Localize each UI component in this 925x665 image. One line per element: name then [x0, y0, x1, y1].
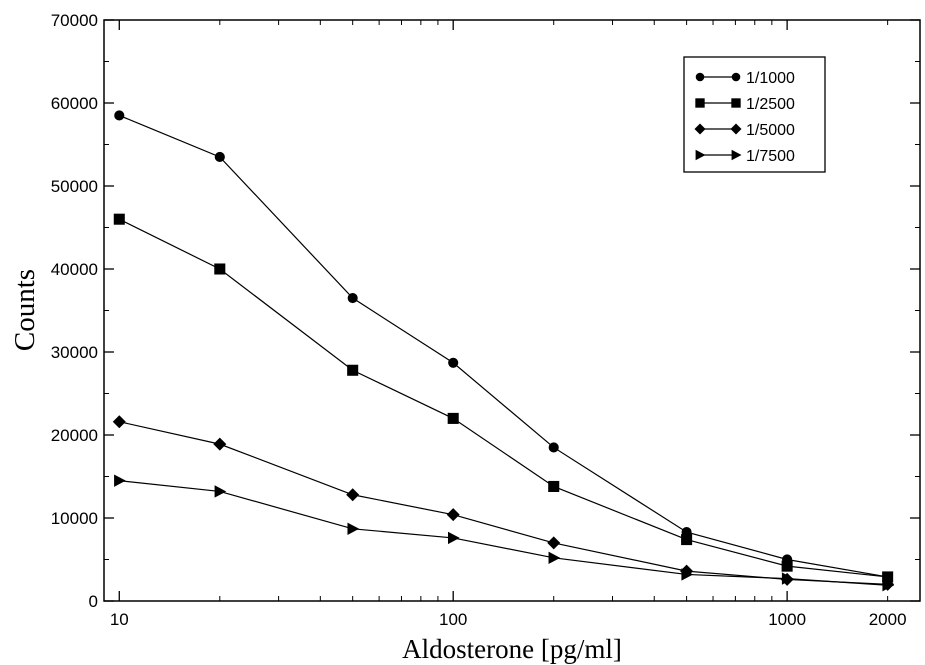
legend-box	[683, 56, 826, 173]
legend-item: 1/2500	[695, 96, 795, 113]
series-line	[119, 480, 888, 586]
data-point	[347, 364, 359, 376]
data-point	[681, 534, 693, 546]
legend-item: 1/7500	[695, 148, 795, 165]
data-point	[112, 415, 126, 429]
legend-marker	[695, 72, 705, 82]
series-1	[114, 110, 893, 582]
data-point	[114, 474, 126, 487]
data-point	[446, 508, 460, 522]
data-point	[781, 560, 793, 572]
series-layer	[112, 110, 895, 592]
data-point	[213, 437, 227, 451]
x-tick-label: 1000	[768, 610, 806, 629]
legend-marker	[731, 72, 741, 82]
data-point	[113, 213, 125, 225]
data-point	[548, 551, 561, 565]
legend-marker	[731, 149, 742, 161]
data-point	[447, 412, 459, 424]
x-tick-label: 2000	[869, 610, 907, 629]
x-tick-label: 10	[110, 610, 129, 629]
x-axis: 10 100 1000 2000	[110, 20, 907, 629]
data-point	[214, 151, 225, 163]
data-point	[882, 579, 895, 592]
legend: 1/1000 1/2500 1/5000 1/7500	[683, 56, 826, 173]
y-tick-label: 50000	[51, 177, 98, 196]
series-2	[113, 213, 894, 583]
legend-marker	[695, 149, 706, 161]
y-tick-label: 20000	[51, 426, 98, 445]
data-point	[548, 442, 559, 453]
legend-label: 1/1000	[746, 70, 795, 87]
data-point	[214, 485, 227, 498]
data-point	[347, 292, 358, 304]
y-axis-title: Counts	[9, 269, 41, 351]
data-point	[781, 572, 794, 585]
x-tick-label: 100	[439, 610, 467, 629]
data-point	[346, 488, 360, 502]
data-point	[447, 531, 460, 545]
data-point	[547, 536, 561, 550]
y-tick-label: 10000	[51, 509, 98, 528]
data-point	[882, 571, 894, 583]
legend-marker	[695, 98, 705, 108]
data-point	[347, 522, 360, 535]
series-3	[112, 415, 895, 591]
series-line	[119, 421, 888, 585]
series-4	[114, 474, 895, 592]
legend-marker	[694, 123, 706, 135]
y-axis: 0 10000 20000 30000 40000 50000 60000 70000	[51, 11, 920, 611]
y-tick-label: 30000	[51, 343, 98, 362]
legend-label: 1/2500	[746, 96, 795, 113]
legend-item: 1/1000	[695, 70, 795, 87]
series-line	[119, 218, 888, 578]
y-tick-label: 40000	[51, 260, 98, 279]
legend-label: 1/5000	[746, 122, 795, 139]
y-tick-label: 70000	[51, 11, 98, 30]
y-tick-label: 0	[89, 592, 98, 611]
data-point	[214, 263, 226, 275]
legend-marker	[731, 98, 741, 108]
series-line	[119, 114, 888, 578]
legend-marker	[730, 123, 742, 135]
legend-label: 1/7500	[746, 148, 795, 165]
data-point	[681, 568, 694, 581]
data-point	[548, 480, 560, 492]
y-tick-label: 60000	[51, 94, 98, 113]
x-axis-title: Aldosterone [pg/ml]	[402, 634, 622, 664]
data-point	[114, 110, 125, 121]
data-point	[448, 357, 459, 368]
legend-item: 1/5000	[694, 122, 795, 139]
